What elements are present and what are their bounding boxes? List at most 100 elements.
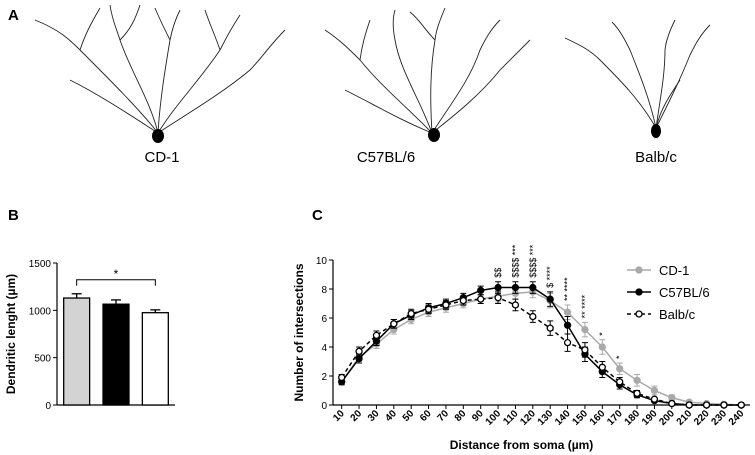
data-point [494,283,502,292]
data-point [494,294,502,302]
x-tick-label: 200 [657,408,677,428]
significance-label: * [615,355,625,359]
data-point [563,321,572,329]
x-tick-label: 180 [623,408,643,428]
x-tick-label: 70 [435,408,451,424]
data-point [407,309,415,318]
data-point [616,378,624,386]
significance-label: $$ [493,268,503,278]
x-tick-label: 150 [570,408,590,428]
data-point [459,296,467,305]
significance-label: * [597,332,607,336]
data-point [598,343,606,351]
strain-label: Balb/c [635,149,677,166]
legend-label: Balb/c [659,307,696,322]
data-point [355,347,363,356]
significance-label: $$$$ *** [528,244,538,278]
panel-label: B [8,207,19,224]
x-tick-label: 20 [349,408,365,424]
y-tick-label: 0 [45,401,51,412]
x-tick-label: 220 [692,408,712,428]
data-point [581,325,589,334]
data-point [563,308,572,316]
data-point [511,301,520,309]
y-axis-label: Dendritic lenght (µm) [4,274,18,394]
data-point [390,320,398,328]
y-tick-label: 1000 [29,306,52,317]
bar [141,312,169,406]
data-point [372,331,381,340]
significance-label: ** **** [563,277,573,301]
x-tick-label: 10 [331,408,347,424]
strain-label: CD-1 [144,149,179,166]
x-tick-label: 100 [484,408,504,428]
x-tick-label: 30 [366,408,382,424]
x-tick-label: 40 [383,408,399,424]
data-point [477,286,485,295]
legend-marker [635,266,643,274]
x-tick-label: 80 [453,408,469,424]
x-tick-label: 230 [709,408,729,428]
data-point [616,365,624,373]
y-tick-label: 1500 [29,259,52,270]
x-tick-label: 170 [605,408,625,428]
data-point [633,389,641,398]
panel-label: A [8,7,19,24]
neuron-drawing [324,7,531,142]
data-point [355,354,363,363]
significance-label: $ **** [545,266,555,288]
data-point [720,401,728,409]
x-tick-label: 110 [501,408,520,427]
data-point [598,363,606,371]
significance-bracket [76,279,156,286]
legend-marker [635,288,643,296]
x-tick-label: 160 [588,408,608,428]
data-point [529,312,537,321]
neuron-drawing [34,4,286,143]
y-axis-label: Number of intersections [292,263,306,401]
data-point [546,324,554,332]
data-point [633,376,641,385]
y-tick-label: 2 [321,372,327,383]
data-point [737,401,745,409]
data-point [477,295,485,303]
x-tick-label: 130 [536,408,556,428]
data-point [563,338,572,347]
bar [63,297,91,406]
data-point [529,283,537,292]
y-tick-label: 8 [321,285,327,296]
x-tick-label: 60 [418,408,434,424]
data-point [685,401,693,409]
x-tick-label: 50 [401,408,417,424]
x-tick-label: 120 [518,408,538,428]
data-point [702,401,711,409]
bar [102,303,130,406]
data-point [581,346,589,354]
data-point [668,394,676,402]
data-point [424,305,433,313]
legend-label: CD-1 [659,263,689,278]
significance-label: * [114,267,119,281]
significance-label: ** **** [580,294,590,318]
x-tick-label: 140 [553,408,573,428]
legend-marker [635,310,643,318]
x-tick-label: 210 [675,408,695,428]
legend-label: C57BL/6 [659,285,710,300]
x-tick-label: 190 [640,408,660,428]
significance-label: $$$$ *** [510,244,520,278]
series-line [341,286,742,406]
x-tick-label: 240 [727,408,747,428]
y-tick-label: 10 [316,256,328,267]
y-tick-label: 4 [321,343,327,354]
data-point [650,395,659,403]
y-tick-label: 0 [321,401,327,412]
data-point [650,386,659,395]
data-point [668,399,676,408]
data-point [546,295,554,303]
neuron-drawing [564,19,711,138]
y-tick-label: 500 [34,354,51,365]
y-tick-label: 6 [321,314,327,325]
data-point [511,283,520,292]
panel-label: C [312,207,323,224]
